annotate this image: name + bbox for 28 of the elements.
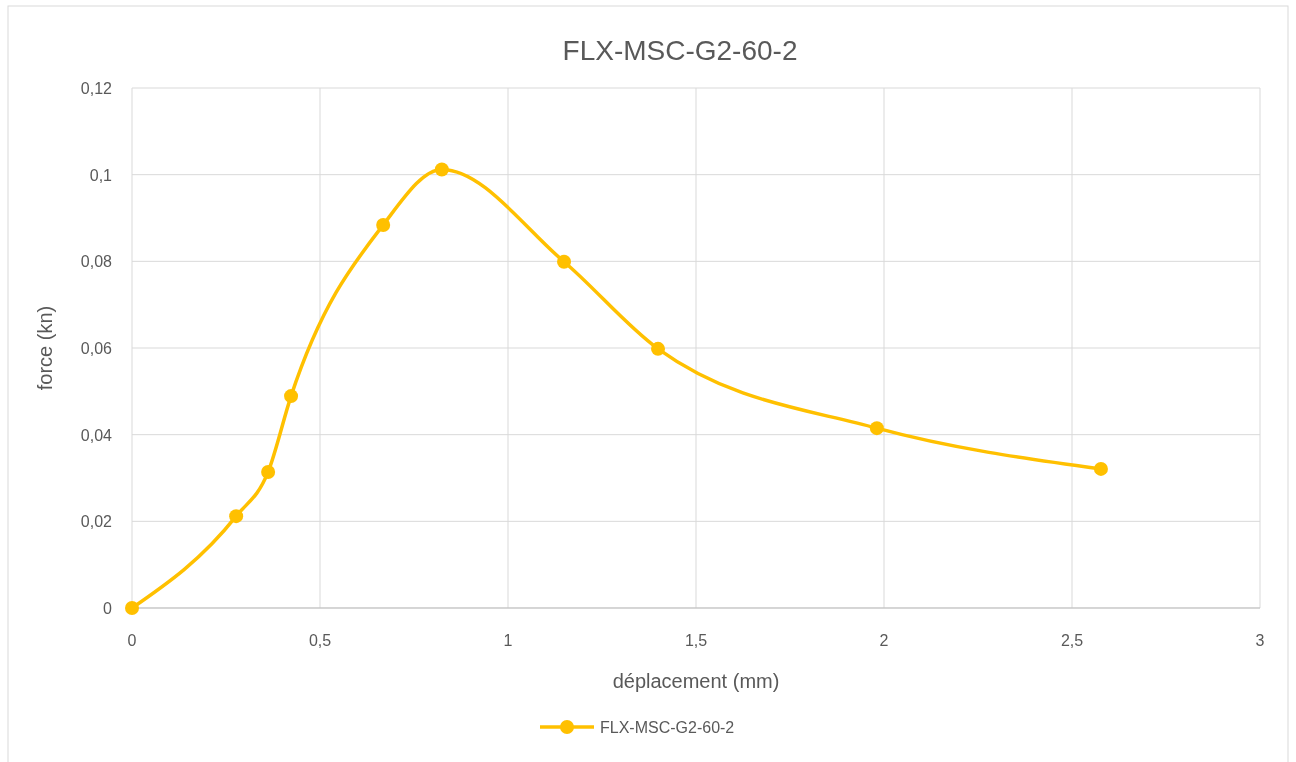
point	[1093, 461, 1108, 476]
x-tick-label: 2	[879, 632, 889, 649]
point	[651, 341, 666, 356]
point	[284, 389, 299, 404]
point	[434, 162, 449, 177]
x-tick-label: 2,5	[1060, 632, 1084, 649]
x-tick-label: 3	[1255, 632, 1265, 649]
y-tick-label: 0,06	[80, 340, 113, 357]
y-tick-label: 0	[103, 600, 113, 617]
y-tick-label: 0,12	[80, 80, 113, 97]
y-tick-label: 0,04	[80, 426, 113, 444]
chart-title: FLX-MSC-G2-60-2	[562, 35, 798, 66]
x-tick-label: 0	[127, 632, 137, 649]
y-tick-label: 0,1	[89, 166, 113, 184]
y-tick-label: 0,08	[80, 253, 113, 271]
point	[229, 509, 244, 524]
point	[261, 464, 276, 479]
x-axis-title: déplacement (mm)	[612, 670, 780, 692]
x-tick-label: 1	[503, 632, 513, 649]
point	[125, 601, 139, 615]
y-tick-label: 0,02	[80, 513, 113, 531]
legend-label: FLX-MSC-G2-60-2	[600, 719, 735, 736]
y-axis-title: force (kn)	[34, 305, 56, 391]
point	[869, 421, 884, 436]
x-tick-label: 0,5	[308, 632, 332, 649]
x-tick-label: 1,5	[684, 632, 708, 649]
point	[376, 217, 391, 232]
point	[557, 254, 572, 269]
